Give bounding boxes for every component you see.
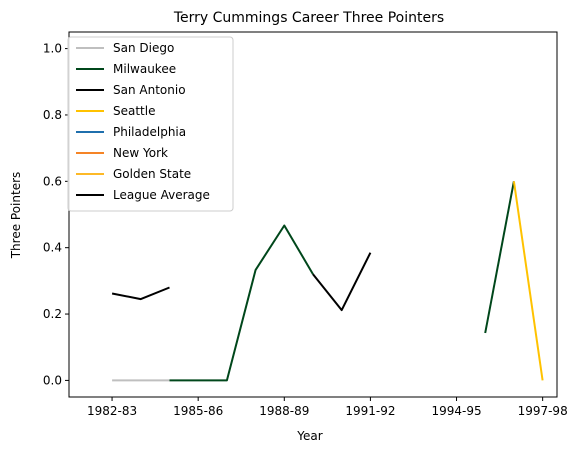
y-tick-label: 0.2 (43, 307, 62, 321)
x-tick-label: 1997-98 (518, 404, 568, 418)
y-axis-title: Three Pointers (9, 172, 23, 260)
y-axis: 0.0 0.2 0.4 0.6 0.8 1.0 (43, 42, 69, 387)
series-line-seattle (512, 181, 544, 381)
chart-title: Terry Cummings Career Three Pointers (173, 10, 444, 26)
x-tick-label: 1985-86 (173, 404, 223, 418)
legend-box (67, 36, 234, 212)
x-tick-label: 1991-92 (345, 404, 395, 418)
legend-label-league-average: League Average (113, 188, 210, 202)
legend-label-san-diego: San Diego (113, 41, 174, 55)
series-line-league-average (111, 286, 170, 301)
y-tick-label: 0.4 (43, 241, 62, 255)
x-tick-label: 1982-83 (87, 404, 137, 418)
plot-frame (68, 31, 558, 398)
series-line-milwaukee (169, 224, 314, 382)
legend-label-san-antonio: San Antonio (113, 83, 186, 97)
series-line-milwaukee (484, 181, 515, 334)
plot-lines (111, 181, 544, 382)
legend-label-seattle: Seattle (113, 104, 155, 118)
y-tick-label: 0.6 (43, 174, 62, 188)
y-tick-label: 0.0 (43, 373, 62, 387)
series-line-san-antonio (312, 252, 372, 312)
y-tick-label: 1.0 (43, 42, 62, 56)
y-tick-label: 0.8 (43, 108, 62, 122)
legend-label-golden-state: Golden State (113, 167, 191, 181)
x-tick-label: 1994-95 (431, 404, 481, 418)
legend-label-philadelphia: Philadelphia (113, 125, 186, 139)
legend-label-new-york: New York (113, 146, 168, 160)
x-axis: 1982-83 1985-86 1988-89 1991-92 1994-95 1997-… (87, 397, 568, 418)
legend: San Diego Milwaukee San Antonio Seattle Phil… (67, 36, 234, 212)
x-tick-label: 1988-89 (259, 404, 309, 418)
legend-label-milwaukee: Milwaukee (113, 62, 176, 76)
x-axis-title: Year (296, 429, 322, 443)
